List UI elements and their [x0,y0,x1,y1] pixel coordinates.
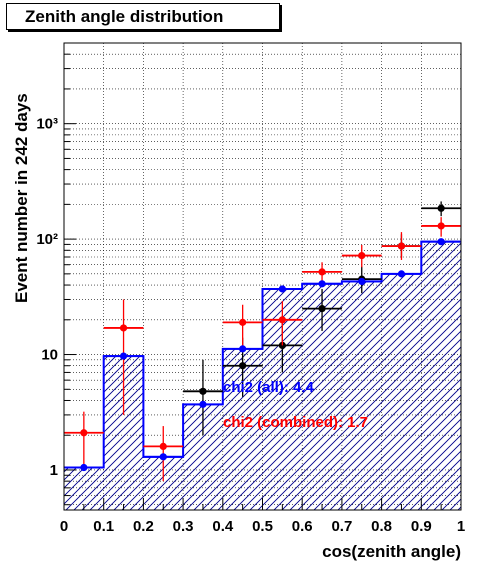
data-point-marker [239,345,247,353]
data-point-marker [159,442,167,451]
x-tick-label: 0.2 [133,518,154,535]
x-axis-label: cos(zenith angle) [322,542,461,561]
data-point-marker [358,277,366,286]
data-point-marker [80,463,88,472]
x-tick-label: 0.1 [93,518,114,535]
data-point-marker [278,285,286,293]
data-point-marker [318,305,326,313]
x-tick-label: 1 [457,518,465,535]
x-tick-label: 0.9 [411,518,432,535]
data-point-marker [397,242,406,250]
x-tick-label: 0.6 [292,518,313,535]
x-tick-label: 0.7 [331,518,352,535]
data-point-marker [437,238,445,246]
x-tick-label: 0.5 [252,518,273,535]
y-tick-label: 10³ [36,116,58,133]
annotation-chi2-combined: chi2 (combined): 1.7 [223,414,368,431]
y-tick-label: 10² [36,231,58,248]
data-point-marker [358,251,366,260]
data-point-marker [318,280,326,288]
data-point-marker [397,270,406,278]
y-axis-label: Event number in 242 days [12,93,31,303]
data-series [64,201,461,482]
x-tick-label: 0.4 [212,518,234,535]
annotation-chi2-all: chi2 (all): 4.4 [223,379,315,396]
histogram-fill [64,241,461,510]
data-point-marker [239,362,247,370]
data-point-marker [119,352,128,360]
data-point-marker [199,400,207,408]
data-point-marker [159,453,167,461]
data-point-marker [239,318,247,326]
axes: 0 0.1 0.2 0.3 0.4 0.5 0.6 0.7 0.8 0.9 1 1 10 10² 10³ [36,53,465,535]
y-tick-label: 10 [41,347,58,364]
data-point-marker [278,316,286,324]
x-tick-label: 0 [60,518,68,535]
chart-title: Zenith angle distribution [6,3,280,30]
data-point-marker [119,324,128,332]
data-point-marker [318,268,326,276]
data-point-marker [437,204,445,212]
data-point-marker [199,387,207,395]
x-tick-label: 0.8 [371,518,392,535]
y-tick-label: 1 [50,462,58,479]
data-point-marker [437,222,445,230]
data-point-marker [80,429,88,437]
x-tick-label: 0.3 [173,518,194,535]
